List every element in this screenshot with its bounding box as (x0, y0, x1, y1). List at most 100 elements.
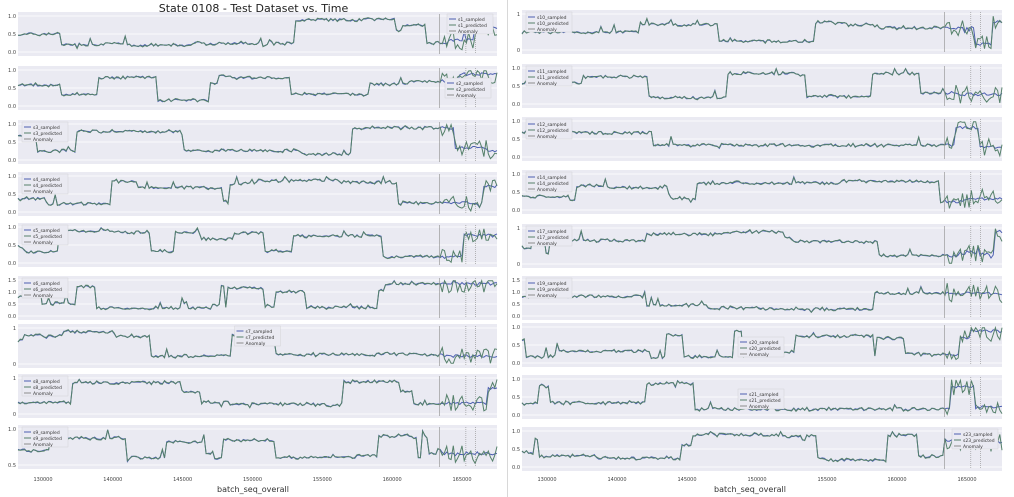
x-tick-label: 140000 (607, 477, 626, 483)
y-tick-label: 1.0 (8, 290, 16, 296)
legend-box (21, 224, 69, 246)
plot-area (18, 374, 497, 418)
x-tick-label: 145000 (677, 477, 696, 483)
legend-entry: s10_predicted (537, 21, 569, 27)
series-predicted (17, 278, 498, 311)
x-tick-label: 130000 (33, 477, 52, 483)
y-tick-label: 1.0 (512, 290, 520, 296)
legend-entry: Anomaly (33, 442, 53, 448)
y-tick-label: 0.5 (512, 137, 520, 143)
legend-entry: s2_sampled (456, 81, 483, 87)
y-tick-label: 1.0 (512, 377, 520, 383)
y-tick-label: 1.0 (8, 174, 16, 180)
series-predicted (521, 67, 1003, 104)
y-tick-label: 0 (517, 48, 520, 54)
legend-entry: s5_sampled (33, 228, 60, 234)
x-tick-label: 160000 (887, 477, 906, 483)
y-tick-label: 0 (13, 362, 16, 368)
y-tick-label: 0.5 (8, 32, 16, 38)
legend-entry: s3_sampled (33, 125, 60, 131)
legend-box (737, 388, 785, 410)
series-predicted (521, 176, 1003, 209)
legend-entry: s12_predicted (537, 128, 569, 134)
legend-entry: s21_sampled (749, 392, 779, 398)
series-predicted (521, 121, 1003, 158)
x-tick-label: 160000 (383, 477, 402, 483)
legend-entry: s2_predicted (456, 87, 485, 93)
series-predicted (17, 123, 498, 160)
y-tick-label: 0.5 (8, 192, 16, 198)
legend-entry: s14_predicted (537, 181, 569, 187)
legend-box (737, 336, 785, 358)
y-tick-label: 1.5 (8, 278, 16, 284)
legend-entry: s10_sampled (537, 15, 567, 21)
x-tick-label: 155000 (313, 477, 332, 483)
legend-box (525, 118, 573, 140)
y-tick-label: 0.0 (512, 102, 520, 108)
x-tick-label: 150000 (243, 477, 262, 483)
y-tick-label: 0.5 (8, 302, 16, 308)
legend-entry: s5_predicted (33, 234, 62, 240)
y-tick-label: 0.0 (8, 261, 16, 267)
y-tick-label: 1.0 (512, 119, 520, 125)
legend-entry: Anomaly (537, 27, 557, 33)
legend-entry: s1_sampled (458, 17, 485, 23)
legend-entry: Anomaly (749, 404, 769, 410)
legend-entry: s17_predicted (537, 235, 569, 241)
legend-box (21, 173, 69, 195)
y-tick-label: 0.0 (512, 465, 520, 471)
legend-entry: s17_sampled (537, 229, 567, 235)
y-tick-label: 0.0 (8, 314, 16, 320)
y-tick-label: 1.0 (512, 325, 520, 331)
legend-entry: s23_predicted (963, 438, 995, 444)
series-predicted (17, 175, 498, 213)
plot-area (18, 276, 497, 320)
legend-entry: s11_predicted (537, 75, 569, 81)
legend-entry: s8_predicted (33, 385, 62, 391)
y-tick-label: 0.5 (512, 190, 520, 196)
y-tick-label: 0 (517, 262, 520, 268)
y-tick-label: 0.5 (512, 343, 520, 349)
legend-entry: Anomaly (33, 391, 53, 397)
series-predicted (17, 17, 498, 51)
series-predicted (521, 228, 1003, 264)
y-tick-label: 0.0 (512, 208, 520, 214)
legend-box (21, 375, 69, 397)
legend-entry: Anomaly (537, 187, 557, 193)
legend-box (525, 11, 573, 33)
plot-area (522, 276, 1002, 320)
x-tick-label: 155000 (817, 477, 836, 483)
x-tick-label: 165000 (452, 477, 471, 483)
legend-box (951, 428, 999, 450)
y-tick-label: 0.0 (512, 155, 520, 161)
subplot-s6: 0.0 0.5 1.0 1.5 s6_sampleds6_predictedAnomal… (8, 276, 498, 320)
legend-box (525, 277, 573, 299)
y-tick-label: 0.5 (8, 243, 16, 249)
y-tick-label: 1 (517, 226, 520, 232)
y-tick-label: 0 (13, 412, 16, 418)
y-tick-label: 0.5 (8, 463, 16, 469)
plot-area (18, 425, 497, 469)
legend-entry: Anomaly (33, 293, 53, 299)
legend-entry: s7_sampled (246, 329, 273, 335)
series-predicted (521, 16, 1003, 50)
y-tick-label: 0.5 (512, 395, 520, 401)
legend-box (525, 65, 573, 87)
legend-entry: s20_predicted (749, 346, 781, 352)
y-tick-label: 0.5 (8, 140, 16, 146)
